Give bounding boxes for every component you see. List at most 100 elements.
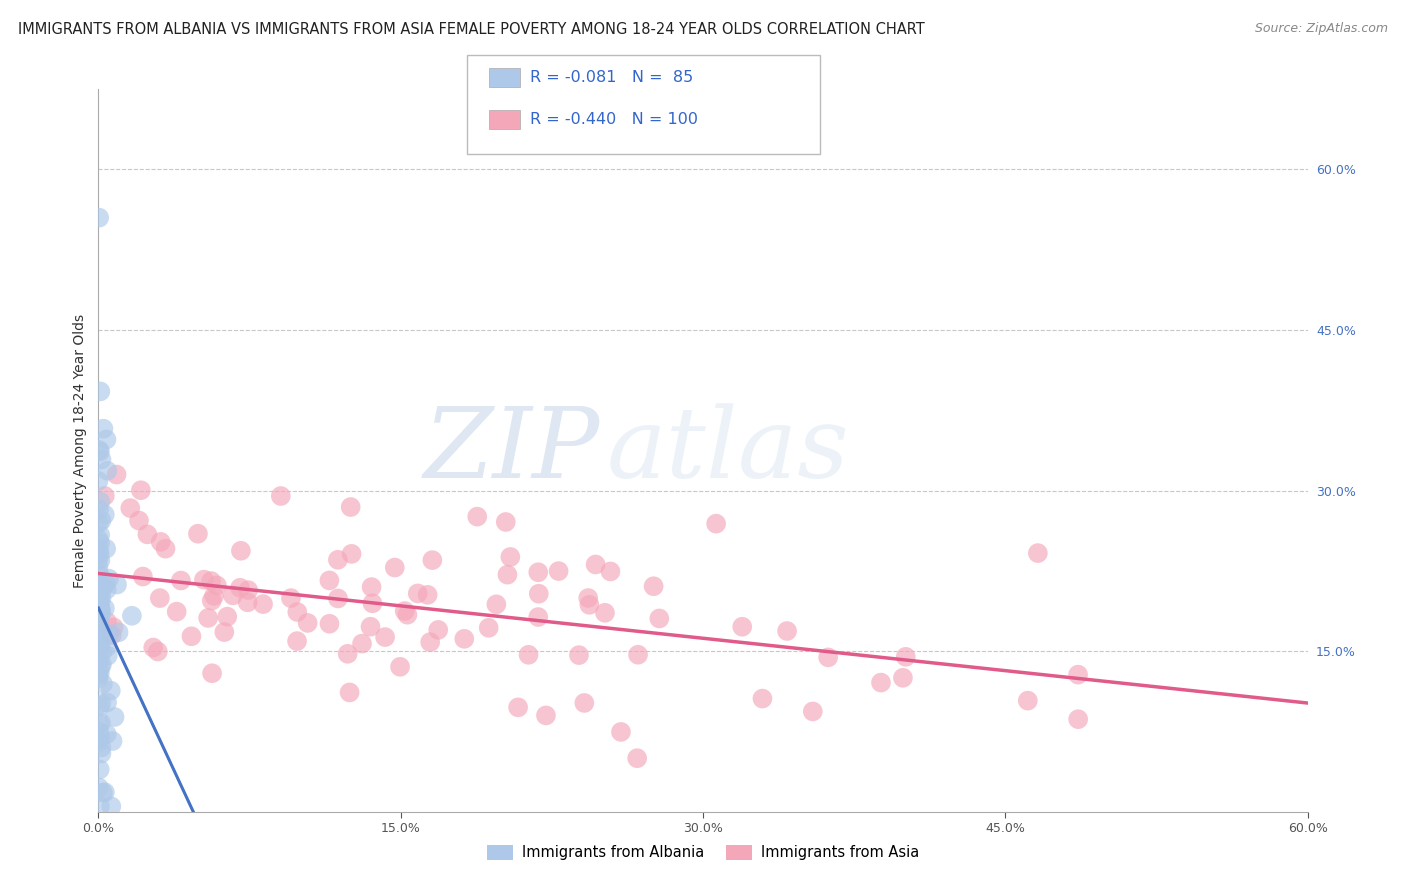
Point (200, 574, 222, 588)
Point (142, 640, 165, 655)
Point (87, 543, 110, 558)
Point (704, 516, 727, 531)
Point (103, 710, 125, 724)
Point (96, 615, 118, 629)
Point (170, 574, 193, 588)
Point (801, 705, 824, 719)
Point (90, 578, 112, 592)
Point (120, 501, 142, 516)
Point (285, 605, 308, 619)
Point (155, 541, 177, 556)
Point (465, 509, 488, 524)
Point (89, 444, 111, 458)
Point (97, 648, 120, 663)
Point (416, 588, 439, 602)
Point (101, 734, 124, 748)
Point (94, 601, 117, 615)
Point (87, 442, 110, 457)
Point (87, 735, 110, 749)
Point (89, 536, 111, 550)
Point (149, 534, 172, 549)
Text: ZIP: ZIP (425, 403, 600, 498)
Text: atlas: atlas (606, 403, 849, 498)
Point (87, 583, 110, 598)
Point (89, 581, 111, 595)
Point (91, 657, 114, 672)
Point (132, 569, 155, 583)
Point (574, 696, 596, 710)
Point (94, 508, 117, 522)
Point (87, 621, 110, 635)
Point (389, 660, 412, 674)
Point (205, 578, 228, 592)
Point (534, 708, 557, 723)
Point (90, 660, 112, 674)
Point (89, 211, 111, 225)
Point (100, 683, 122, 698)
Point (87, 653, 110, 667)
Point (89, 636, 111, 650)
Point (870, 675, 893, 690)
Point (94, 576, 117, 591)
Point (297, 615, 319, 630)
Point (1026, 546, 1049, 560)
Point (891, 671, 914, 685)
Point (339, 500, 361, 514)
Point (217, 609, 239, 624)
Point (96, 464, 118, 478)
Point (146, 644, 169, 658)
Point (103, 620, 125, 634)
Point (547, 564, 569, 578)
Point (96, 433, 118, 447)
Point (89, 665, 111, 680)
Point (90, 696, 112, 710)
Point (94, 785, 117, 799)
Point (87, 622, 110, 636)
Point (374, 630, 396, 644)
Point (326, 553, 349, 567)
Point (751, 691, 773, 706)
Point (89, 724, 111, 739)
Point (384, 560, 406, 574)
Point (87, 651, 110, 665)
Point (105, 577, 128, 591)
Y-axis label: Female Poverty Among 18-24 Year Olds: Female Poverty Among 18-24 Year Olds (73, 313, 87, 588)
Point (96, 582, 118, 597)
Point (89, 608, 111, 623)
Point (87, 561, 110, 575)
Point (87, 474, 110, 488)
Point (340, 547, 363, 561)
Point (236, 595, 259, 609)
Point (96, 640, 118, 655)
Point (361, 596, 384, 610)
Point (627, 648, 650, 662)
Point (318, 574, 340, 588)
Point (94, 489, 117, 503)
Point (90, 452, 112, 467)
Point (610, 725, 633, 739)
Text: Source: ZipAtlas.com: Source: ZipAtlas.com (1254, 22, 1388, 36)
Point (87, 552, 110, 566)
Point (285, 634, 308, 648)
Point (89, 731, 111, 745)
Point (360, 620, 382, 634)
Point (89, 568, 111, 582)
Point (517, 648, 540, 662)
Point (94, 541, 117, 556)
Point (648, 611, 671, 625)
Point (576, 591, 599, 605)
Point (336, 647, 359, 661)
Point (731, 620, 754, 634)
Point (453, 632, 475, 646)
Point (91, 624, 114, 639)
Point (626, 751, 648, 765)
Point (89, 599, 111, 614)
Point (90, 715, 112, 730)
Point (97, 572, 120, 586)
Point (478, 621, 501, 635)
Point (187, 526, 209, 541)
Point (90, 740, 112, 755)
Point (422, 553, 444, 567)
Point (643, 579, 665, 593)
Point (427, 623, 450, 637)
